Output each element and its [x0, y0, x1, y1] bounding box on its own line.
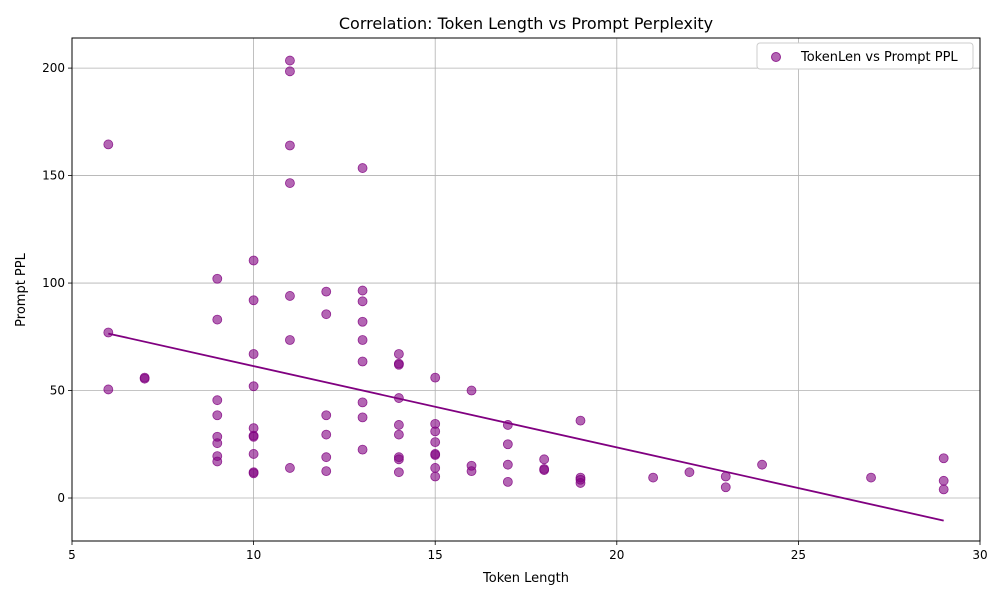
x-tick-label: 5	[68, 548, 76, 562]
y-tick-label: 50	[50, 384, 65, 398]
y-axis-label: Prompt PPL	[14, 252, 29, 326]
data-point	[357, 356, 368, 367]
y-tick-label: 150	[42, 169, 65, 183]
data-point	[430, 372, 441, 383]
data-point	[357, 412, 368, 423]
data-point	[757, 459, 767, 470]
data-point	[285, 291, 295, 301]
data-point	[575, 478, 586, 488]
legend: TokenLen vs Prompt PPL	[756, 42, 974, 70]
data-point	[212, 438, 223, 449]
data-point	[357, 316, 368, 327]
x-tick-label: 20	[609, 548, 624, 562]
data-point	[539, 454, 550, 465]
data-point	[430, 426, 441, 437]
data-point	[139, 372, 150, 383]
data-point	[285, 463, 295, 473]
data-point	[103, 384, 114, 395]
data-point	[539, 465, 550, 475]
data-point	[357, 397, 368, 408]
data-point	[357, 163, 368, 173]
data-point	[103, 327, 114, 338]
data-point	[321, 286, 332, 297]
x-tick-label: 25	[791, 548, 806, 562]
data-point	[938, 453, 949, 464]
axes-frame	[71, 37, 981, 542]
data-point	[938, 484, 949, 495]
data-point	[212, 456, 223, 467]
data-point	[321, 410, 332, 421]
data-point	[466, 385, 477, 396]
data-point	[285, 335, 295, 345]
data-point	[866, 472, 876, 483]
data-point	[720, 482, 731, 493]
data-point	[938, 475, 949, 486]
data-point	[430, 450, 441, 460]
data-point	[212, 314, 223, 325]
data-point	[393, 467, 404, 478]
data-point	[357, 285, 368, 296]
data-point	[684, 467, 695, 478]
data-point	[248, 295, 259, 306]
data-point	[502, 476, 513, 487]
data-point	[502, 459, 513, 470]
data-point	[357, 335, 368, 345]
data-point	[393, 420, 404, 430]
data-point	[212, 410, 223, 421]
x-tick-label: 30	[972, 548, 987, 562]
legend-box	[756, 42, 974, 70]
y-tick-label: 200	[42, 61, 65, 75]
data-point	[285, 66, 295, 77]
data-point	[285, 178, 295, 188]
data-point	[575, 415, 586, 426]
data-point	[248, 468, 259, 479]
data-point	[248, 349, 259, 359]
data-point	[321, 466, 332, 477]
data-point	[321, 429, 332, 440]
x-tick-label: 15	[428, 548, 443, 562]
data-point	[648, 472, 659, 483]
data-point	[212, 395, 223, 406]
data-point	[430, 437, 441, 448]
x-tick-label: 10	[246, 548, 261, 562]
data-point	[248, 449, 259, 459]
data-point	[285, 55, 295, 66]
y-tick-label: 0	[57, 491, 65, 505]
y-tick-label: 100	[42, 276, 65, 290]
data-point	[357, 296, 368, 307]
legend-label: TokenLen vs Prompt PPL	[800, 50, 958, 65]
data-point	[430, 463, 441, 473]
trend-line	[108, 332, 944, 522]
data-point	[393, 454, 404, 465]
data-point	[466, 466, 477, 477]
data-point	[248, 431, 259, 442]
data-point	[393, 429, 404, 440]
data-point	[430, 471, 441, 482]
data-point	[357, 444, 368, 455]
data-point	[321, 452, 332, 463]
data-point	[502, 439, 513, 450]
plot-area: 5 10 15 20 25 30 0 50 100 150 200	[42, 37, 988, 562]
data-point	[212, 273, 223, 284]
data-point	[248, 255, 259, 266]
chart-title: Correlation: Token Length vs Prompt Perp…	[339, 14, 713, 33]
legend-marker	[771, 52, 781, 62]
data-point	[321, 309, 332, 320]
data-point	[393, 359, 404, 370]
x-axis-label: Token Length	[482, 571, 569, 586]
data-point	[103, 139, 114, 150]
data-point	[393, 349, 404, 359]
data-point	[248, 381, 259, 392]
data-point	[285, 140, 295, 151]
